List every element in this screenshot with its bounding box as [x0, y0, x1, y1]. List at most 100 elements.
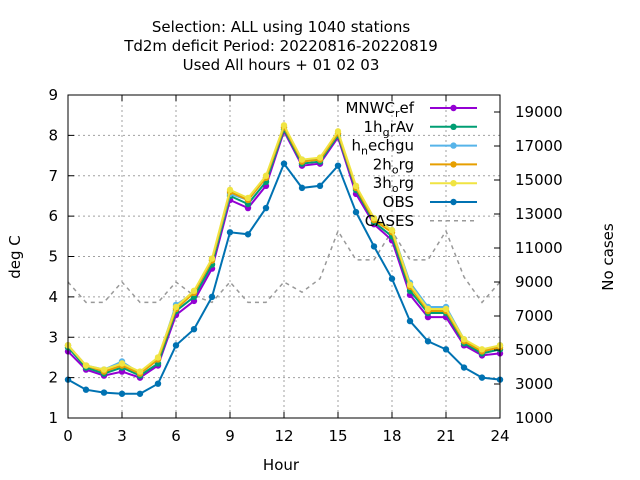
legend-entry-CASES: CASES	[365, 212, 477, 230]
data-point	[316, 154, 324, 161]
data-point	[262, 172, 270, 179]
y2-tick-label: 9000	[515, 273, 553, 291]
chart-title-line-2: Td2m deficit Period: 20220816-20220819	[123, 37, 438, 55]
legend-label: OBS	[383, 193, 414, 211]
data-point	[190, 325, 198, 333]
legend-entry-MNWC_ref: MNWCref	[345, 99, 477, 120]
x-axis-label: Hour	[263, 456, 300, 474]
data-point	[262, 204, 270, 212]
y2-tick-label: 19000	[515, 103, 563, 121]
legend-label: 2horg	[373, 155, 414, 176]
y-tick-label: 5	[48, 248, 58, 266]
legend-entry-3h_org: 3horg	[373, 174, 477, 195]
data-point	[244, 231, 252, 238]
legend-entry-1h_grAv: 1hgrAv	[364, 118, 477, 139]
y2-tick-label: 15000	[515, 171, 563, 189]
y-axis-label: deg C	[6, 235, 24, 279]
data-point	[442, 346, 450, 353]
x-tick-label: 3	[117, 427, 127, 445]
data-point	[154, 380, 162, 387]
legend-label-sub: n	[361, 145, 368, 158]
data-point	[100, 389, 108, 396]
legend-marker	[450, 123, 457, 130]
data-point	[298, 156, 306, 163]
data-point	[136, 390, 144, 397]
data-point	[226, 186, 234, 194]
legend-label: CASES	[365, 212, 414, 230]
y2-tick-label: 1000	[515, 409, 553, 427]
chart-title: Selection: ALL using 1040 stations Td2m …	[123, 18, 438, 74]
legend-label-main: CASES	[365, 212, 414, 230]
legend-label-main: 1h	[364, 118, 383, 136]
legend-label-main: h	[351, 137, 361, 155]
legend-label-sub: g	[383, 126, 390, 139]
data-point	[226, 229, 234, 236]
series-OBS	[64, 160, 504, 397]
x-tick-label: 24	[490, 427, 509, 445]
data-point	[136, 368, 144, 375]
y2-tick-label: 17000	[515, 137, 563, 155]
y-tick-label: 1	[48, 409, 58, 427]
chart-title-line-3: Used All hours + 01 02 03	[183, 56, 380, 74]
legend-entry-2h_org: 2horg	[373, 155, 477, 176]
legend-label-sub: r	[395, 107, 400, 120]
legend-label: 3horg	[373, 174, 414, 195]
y-tick-label: 3	[48, 328, 58, 346]
series-3h_org	[64, 122, 504, 375]
legend-label-rest: echgu	[368, 137, 414, 155]
legend-marker	[450, 198, 457, 206]
legend-label-rest: rg	[399, 155, 414, 173]
legend-marker	[450, 180, 457, 187]
y2-tick-label: 7000	[515, 307, 553, 325]
legend-label: hnechgu	[351, 137, 414, 158]
data-point	[118, 360, 126, 367]
data-point	[280, 122, 288, 129]
data-point	[172, 303, 180, 311]
legend-label: 1hgrAv	[364, 118, 415, 139]
x-tick-label: 15	[328, 427, 347, 445]
data-point	[460, 336, 468, 343]
series-line	[67, 161, 501, 395]
x-tick-label: 0	[63, 427, 73, 445]
data-point	[388, 227, 396, 234]
legend-label-rest: ef	[399, 99, 414, 117]
x-tick-label: 12	[274, 427, 293, 445]
legend-label-main: 2h	[373, 155, 392, 173]
y2-tick-label: 5000	[515, 341, 553, 359]
series-layer	[64, 122, 504, 397]
y-tick-label: 9	[48, 86, 58, 104]
data-point	[442, 305, 450, 313]
data-point	[82, 362, 90, 369]
data-point	[172, 342, 180, 349]
data-point	[388, 275, 396, 282]
data-point	[424, 305, 432, 313]
legend-label-main: OBS	[383, 193, 414, 211]
legend-label-sub: o	[392, 163, 399, 176]
series-line	[67, 229, 501, 304]
legend-label-rest: rAv	[390, 118, 415, 136]
grid	[68, 95, 500, 418]
data-point	[478, 346, 486, 353]
legend-entry-OBS: OBS	[383, 193, 477, 211]
data-point	[424, 338, 432, 345]
chart-title-line-1: Selection: ALL using 1040 stations	[152, 18, 411, 36]
data-point	[208, 255, 216, 262]
legend-marker	[450, 104, 457, 112]
y-tick-label: 6	[48, 207, 58, 225]
legend-marker	[450, 142, 457, 149]
data-point	[334, 162, 342, 169]
data-point	[370, 243, 378, 250]
data-point	[280, 160, 288, 167]
data-point	[100, 366, 108, 373]
data-point	[406, 317, 414, 325]
data-point	[334, 128, 342, 135]
x-tick-label: 18	[382, 427, 401, 445]
data-point	[352, 182, 360, 190]
legend-marker	[450, 161, 457, 168]
data-point	[460, 364, 468, 371]
data-point	[208, 293, 216, 301]
y2-tick-label: 13000	[515, 205, 563, 223]
data-point	[190, 287, 198, 295]
legend-entry-h_nechgu: hnechgu	[351, 137, 477, 158]
